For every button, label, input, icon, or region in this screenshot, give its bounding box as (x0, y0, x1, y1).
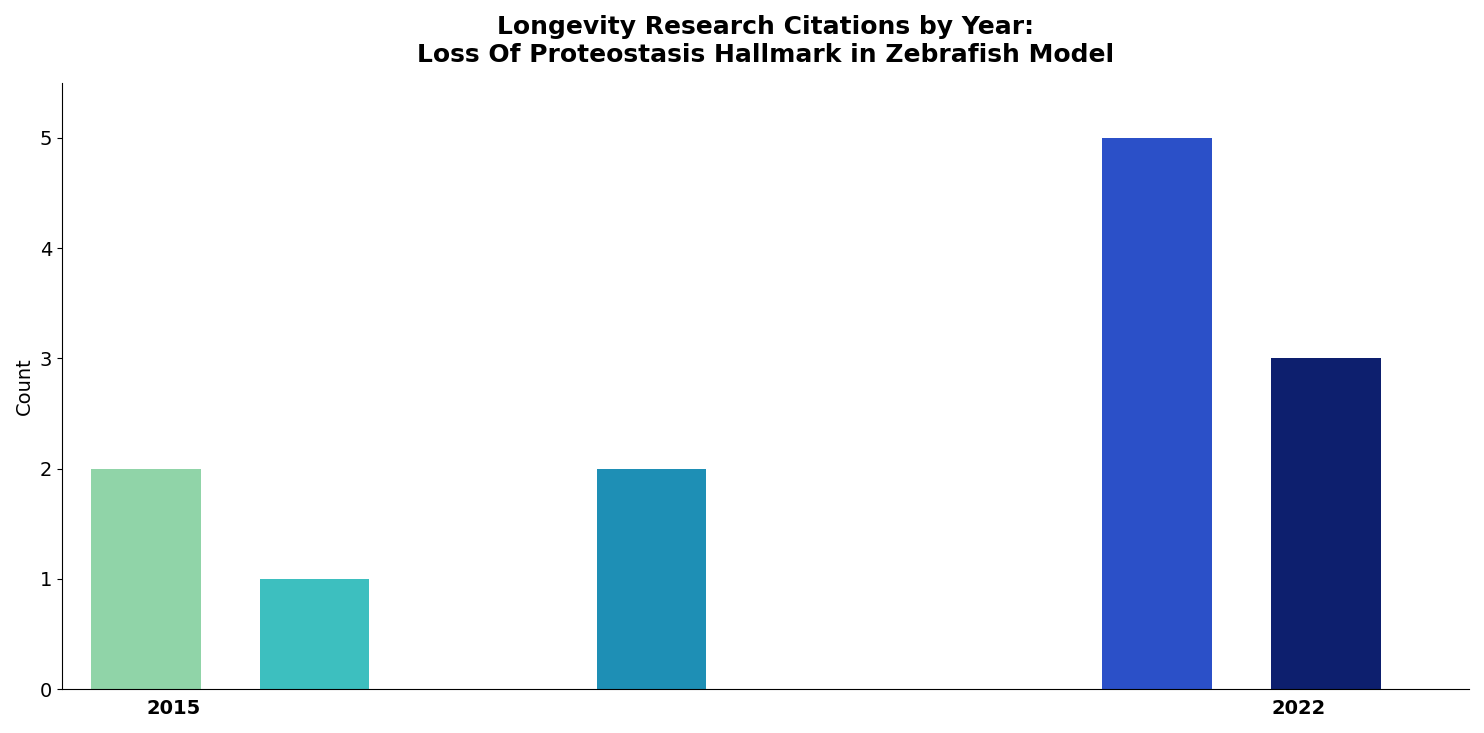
Bar (597, 468, 706, 689)
Title: Longevity Research Citations by Year:
Loss Of Proteostasis Hallmark in Zebrafish: Longevity Research Citations by Year: Lo… (417, 15, 1114, 67)
Y-axis label: Count: Count (15, 357, 34, 415)
Bar (1103, 138, 1212, 689)
Bar (92, 468, 200, 689)
Bar (1270, 358, 1380, 689)
Bar (260, 579, 370, 689)
